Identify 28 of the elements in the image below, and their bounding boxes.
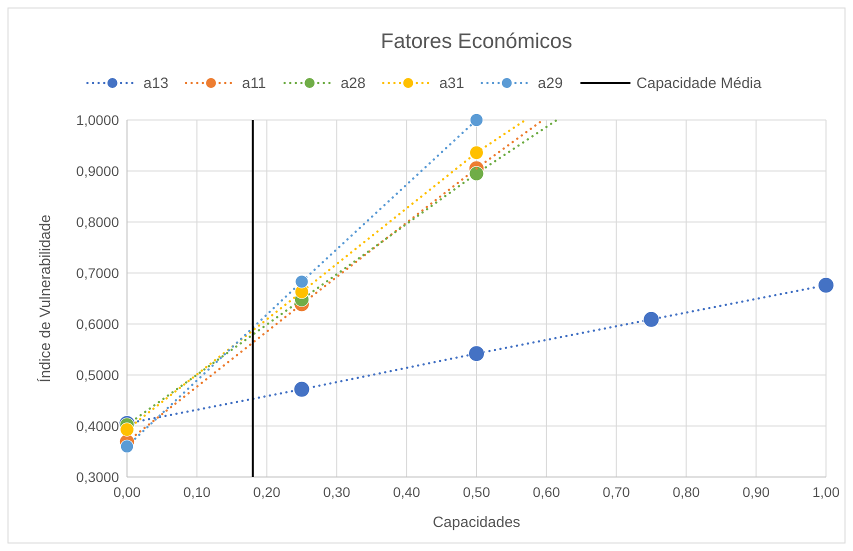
x-axis-title: Capacidades: [432, 514, 520, 531]
y-tick-label: 0,7000: [76, 265, 120, 281]
y-tick-label: 0,3000: [76, 469, 120, 485]
x-tick-label: 0,10: [183, 484, 211, 500]
legend-label: a11: [242, 75, 266, 92]
legend-label: Capacidade Média: [636, 75, 762, 92]
x-tick-label: 0,90: [742, 484, 770, 500]
legend-label: a28: [340, 75, 366, 92]
y-axis-title: Índice de Vulnerabilidade: [36, 214, 54, 382]
x-tick-label: 1,00: [812, 484, 840, 500]
x-tick-label: 0,60: [532, 484, 560, 500]
legend-label: a29: [538, 75, 563, 92]
legend-label: a31: [439, 75, 464, 92]
y-tick-label: 0,6000: [76, 316, 120, 332]
x-tick-label: 0,30: [323, 484, 351, 500]
y-tick-label: 1,0000: [76, 112, 120, 128]
x-tick-label: 0,20: [253, 484, 281, 500]
x-tick-label: 0,50: [462, 484, 490, 500]
y-tick-label: 0,5000: [76, 367, 120, 383]
chart-title: Fatores Económicos: [380, 30, 572, 53]
y-tick-label: 0,4000: [76, 418, 120, 434]
x-tick-label: 0,80: [672, 484, 700, 500]
y-tick-label: 0,9000: [76, 163, 120, 179]
y-tick-label: 0,8000: [76, 214, 120, 230]
x-tick-label: 0,00: [113, 484, 141, 500]
x-tick-label: 0,70: [602, 484, 630, 500]
x-tick-label: 0,40: [392, 484, 420, 500]
legend-label: a13: [143, 75, 168, 92]
